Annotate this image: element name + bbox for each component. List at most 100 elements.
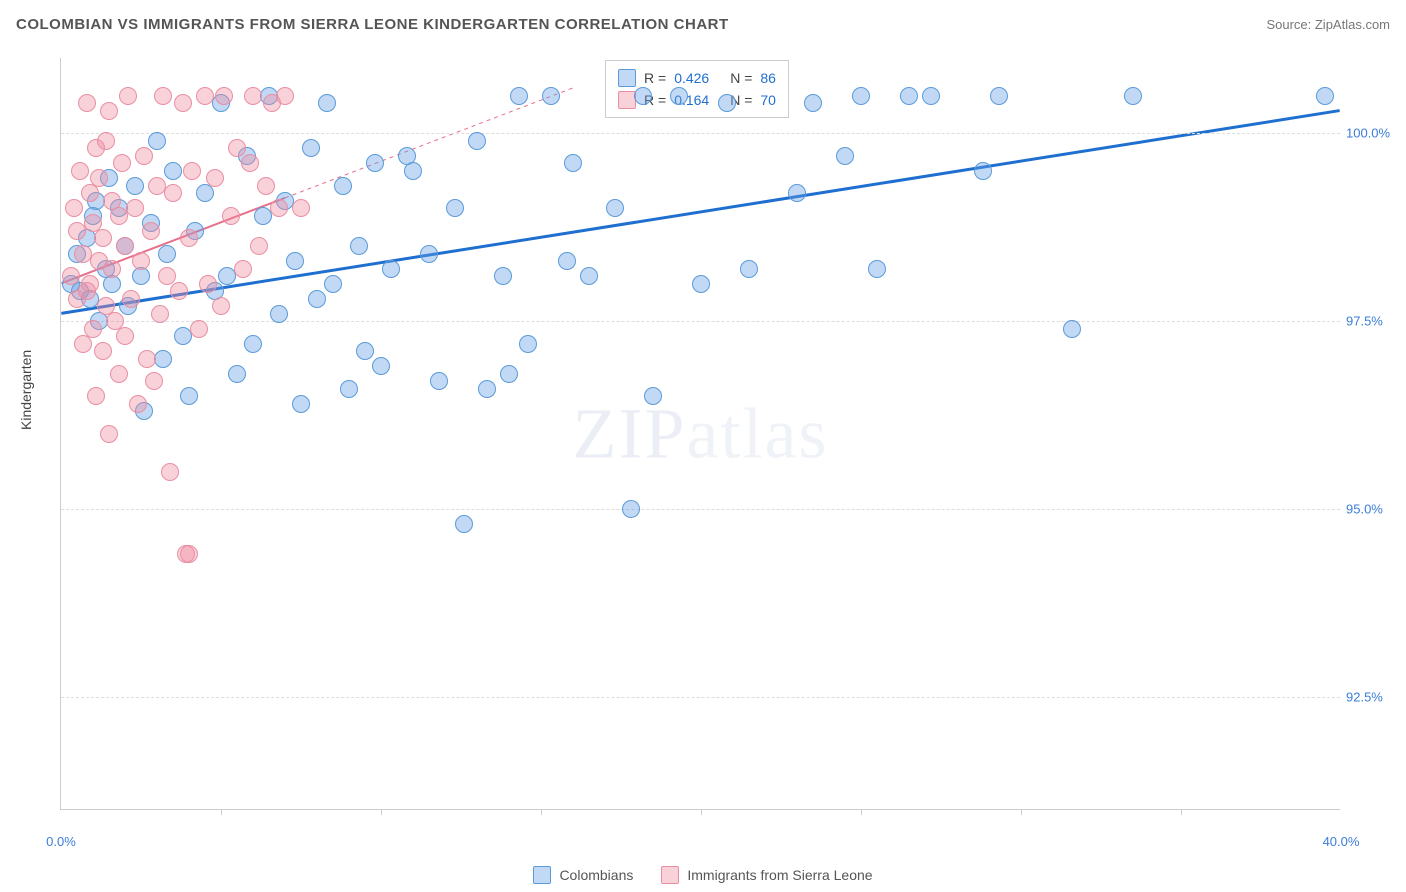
data-point xyxy=(670,87,688,105)
data-point xyxy=(500,365,518,383)
data-point xyxy=(65,199,83,217)
data-point xyxy=(270,199,288,217)
data-point xyxy=(196,87,214,105)
data-point xyxy=(116,327,134,345)
data-point xyxy=(804,94,822,112)
data-point xyxy=(718,94,736,112)
data-point xyxy=(350,237,368,255)
data-point xyxy=(206,169,224,187)
data-point xyxy=(234,260,252,278)
data-point xyxy=(318,94,336,112)
data-point xyxy=(126,177,144,195)
data-point xyxy=(164,162,182,180)
data-point xyxy=(257,177,275,195)
data-point xyxy=(228,365,246,383)
data-point xyxy=(324,275,342,293)
data-point xyxy=(622,500,640,518)
legend-item-colombians: Colombians xyxy=(533,866,633,884)
data-point xyxy=(183,162,201,180)
correlation-legend: R =0.426N =86R =0.164N =70 xyxy=(605,60,789,118)
data-point xyxy=(74,335,92,353)
data-point xyxy=(852,87,870,105)
data-point xyxy=(100,102,118,120)
data-point xyxy=(634,87,652,105)
data-point xyxy=(180,387,198,405)
data-point xyxy=(154,350,172,368)
data-point xyxy=(1124,87,1142,105)
watermark-text: ZIPatlas xyxy=(573,392,829,475)
data-point xyxy=(468,132,486,150)
data-point xyxy=(740,260,758,278)
data-point xyxy=(244,335,262,353)
data-point xyxy=(340,380,358,398)
data-point xyxy=(190,320,208,338)
data-point xyxy=(138,350,156,368)
data-point xyxy=(644,387,662,405)
data-point xyxy=(286,252,304,270)
data-point xyxy=(334,177,352,195)
gridline-horizontal xyxy=(61,133,1340,134)
data-point xyxy=(478,380,496,398)
data-point xyxy=(84,320,102,338)
data-point xyxy=(196,184,214,202)
data-point xyxy=(564,154,582,172)
data-point xyxy=(158,267,176,285)
data-point xyxy=(71,162,89,180)
data-point xyxy=(250,237,268,255)
data-point xyxy=(580,267,598,285)
data-point xyxy=(90,169,108,187)
legend-label: Immigrants from Sierra Leone xyxy=(687,867,872,883)
data-point xyxy=(110,365,128,383)
data-point xyxy=(308,290,326,308)
data-point xyxy=(270,305,288,323)
x-tick-label: 40.0% xyxy=(1323,834,1360,849)
data-point xyxy=(174,94,192,112)
data-point xyxy=(135,147,153,165)
chart-header: COLOMBIAN VS IMMIGRANTS FROM SIERRA LEON… xyxy=(0,0,1406,48)
data-point xyxy=(836,147,854,165)
data-point xyxy=(81,275,99,293)
data-point xyxy=(62,267,80,285)
chart-title: COLOMBIAN VS IMMIGRANTS FROM SIERRA LEON… xyxy=(16,16,729,33)
data-point xyxy=(990,87,1008,105)
data-point xyxy=(170,282,188,300)
data-point xyxy=(164,184,182,202)
data-point xyxy=(151,305,169,323)
data-point xyxy=(1063,320,1081,338)
legend-swatch xyxy=(533,866,551,884)
x-tick xyxy=(1181,809,1182,815)
data-point xyxy=(158,245,176,263)
data-point xyxy=(542,87,560,105)
series-legend: Colombians Immigrants from Sierra Leone xyxy=(0,866,1406,884)
data-point xyxy=(292,395,310,413)
data-point xyxy=(148,132,166,150)
scatter-plot-area: ZIPatlas R =0.426N =86R =0.164N =70 92.5… xyxy=(60,58,1340,810)
data-point xyxy=(455,515,473,533)
gridline-horizontal xyxy=(61,321,1340,322)
data-point xyxy=(1316,87,1334,105)
y-axis-label: Kindergarten xyxy=(18,350,34,430)
data-point xyxy=(129,395,147,413)
data-point xyxy=(87,387,105,405)
data-point xyxy=(430,372,448,390)
data-point xyxy=(122,290,140,308)
data-point xyxy=(145,372,163,390)
data-point xyxy=(180,545,198,563)
x-tick xyxy=(861,809,862,815)
x-tick-label: 0.0% xyxy=(46,834,76,849)
y-tick-label: 100.0% xyxy=(1346,126,1396,141)
data-point xyxy=(94,229,112,247)
x-tick xyxy=(701,809,702,815)
data-point xyxy=(161,463,179,481)
data-point xyxy=(241,154,259,172)
data-point xyxy=(510,87,528,105)
data-point xyxy=(519,335,537,353)
x-tick xyxy=(221,809,222,815)
data-point xyxy=(302,139,320,157)
data-point xyxy=(142,222,160,240)
data-point xyxy=(382,260,400,278)
x-tick xyxy=(541,809,542,815)
data-point xyxy=(119,87,137,105)
data-point xyxy=(132,252,150,270)
data-point xyxy=(446,199,464,217)
